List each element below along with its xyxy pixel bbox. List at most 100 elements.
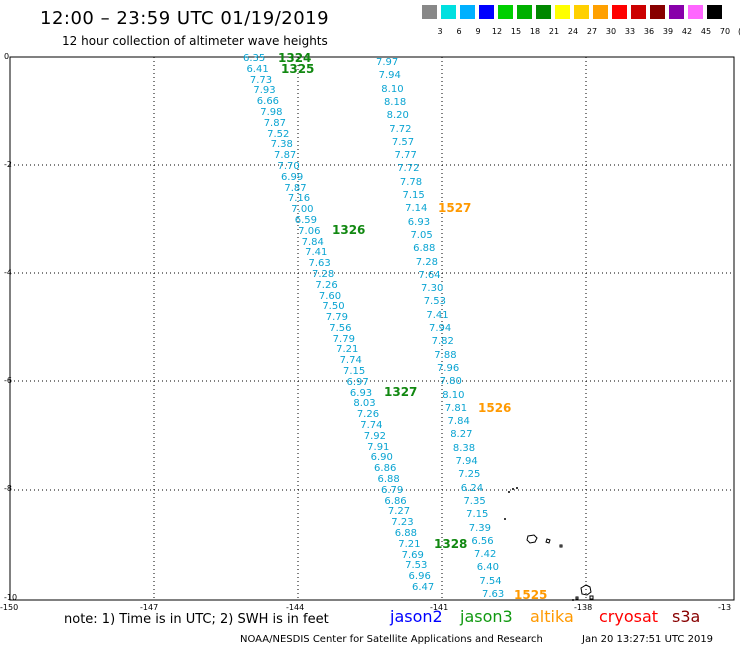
swh-value: 6.90 — [370, 452, 393, 464]
colorbar-swatch — [517, 5, 532, 19]
swh-value: 6.93 — [349, 387, 373, 399]
island-dot — [508, 491, 510, 493]
swh-value: 7.06 — [298, 225, 321, 237]
swh-value: 7.25 — [458, 469, 481, 481]
lon-tick-label: -141 — [430, 603, 449, 612]
colorbar-label: 6 — [456, 27, 462, 36]
colorbar-label: 39 — [662, 27, 674, 36]
swh-value: 7.28 — [415, 256, 439, 268]
lon-tick-label: -144 — [286, 603, 305, 612]
swh-value: 7.00 — [291, 204, 314, 216]
swh-value: 7.15 — [343, 366, 366, 378]
colorbar-label: 30 — [605, 27, 617, 36]
swh-value: 8.10 — [381, 83, 404, 95]
legend-item-jason2: jason2 — [390, 607, 443, 626]
swh-value: 7.72 — [397, 163, 420, 175]
swh-value: 7.78 — [399, 176, 423, 188]
swh-value: 6.24 — [460, 482, 484, 494]
lat-tick-label: -2 — [4, 160, 12, 169]
swh-value: 7.21 — [398, 538, 421, 550]
lat-tick-label: 0 — [4, 52, 10, 61]
swh-value: 7.80 — [439, 376, 462, 388]
lon-tick-label: -138 — [574, 603, 593, 612]
swh-value: 7.14 — [405, 203, 428, 215]
pass-number-label: 1326 — [332, 223, 366, 237]
swh-value: 6.88 — [377, 474, 400, 486]
swh-value: 8.10 — [442, 389, 465, 401]
colorbar-label: 27 — [586, 27, 598, 36]
lon-tick-label: -147 — [140, 603, 159, 612]
map-frame — [9, 56, 735, 601]
colorbar-swatch — [612, 5, 627, 19]
legend-item-altika: altika — [530, 607, 574, 626]
swh-value: 7.30 — [421, 283, 444, 295]
colorbar-label: 21 — [548, 27, 560, 36]
swh-value: 6.66 — [256, 96, 280, 108]
swh-value: 7.79 — [332, 333, 355, 345]
pass-number-label: 1324 — [278, 51, 312, 65]
swh-value: 7.91 — [367, 441, 390, 453]
swh-value: 6.86 — [374, 463, 397, 475]
colorbar-label: 33 — [624, 27, 636, 36]
footer-timestamp: Jan 20 13:27:51 UTC 2019 — [582, 634, 714, 645]
swh-value: 7.98 — [260, 106, 283, 118]
swh-value: 7.63 — [482, 589, 505, 600]
swh-value: 6.88 — [413, 243, 436, 255]
swh-value: 6.59 — [294, 214, 317, 226]
map-subtitle: 12 hour collection of altimeter wave hei… — [62, 34, 328, 48]
swh-value: 7.53 — [405, 560, 428, 572]
swh-value: 7.27 — [387, 506, 411, 518]
island-5 — [589, 595, 594, 600]
swh-value: 7.74 — [339, 355, 362, 367]
island-dot — [572, 599, 574, 601]
swh-value: 7.52 — [267, 128, 290, 140]
swh-value: 7.35 — [463, 495, 486, 507]
colorbar-swatch — [650, 5, 665, 19]
lon-tick-label: -13 — [718, 603, 732, 612]
legend-item-s3a: s3a — [672, 607, 701, 626]
swh-value: 7.41 — [305, 247, 328, 259]
swh-value: 6.47 — [412, 582, 435, 593]
island-3 — [559, 544, 563, 548]
swh-value: 6.96 — [408, 571, 431, 583]
island-1 — [526, 534, 538, 544]
swh-value: 6.99 — [280, 171, 304, 183]
footer-credit: NOAA/NESDIS Center for Satellite Applica… — [240, 634, 543, 645]
swh-value: 7.70 — [277, 160, 300, 172]
legend-item-cryosat: cryosat — [599, 607, 659, 626]
swh-value: 8.20 — [386, 110, 409, 122]
swh-value: 7.79 — [325, 312, 349, 324]
swh-value: 7.72 — [389, 123, 412, 135]
swh-value: 7.73 — [249, 74, 273, 86]
pass-number-label: 1525 — [514, 588, 548, 602]
swh-value: 7.87 — [274, 150, 297, 162]
colorbar-label: 15 — [510, 27, 522, 36]
swh-value: 7.88 — [434, 349, 457, 361]
colorbar-label: 70 — [719, 27, 731, 36]
swh-value: 8.03 — [353, 398, 376, 410]
swh-value: 6.79 — [380, 484, 404, 496]
pass-number-label: 1327 — [384, 385, 418, 399]
colorbar-label: 18 — [529, 27, 541, 36]
swh-value: 7.38 — [270, 139, 293, 151]
lon-tick-label: -150 — [0, 603, 19, 612]
swh-value: 7.81 — [444, 402, 468, 414]
units-note: note: 1) Time is in UTC; 2) SWH is in fe… — [64, 612, 329, 627]
colorbar-swatch — [631, 5, 646, 19]
lat-tick-label: -6 — [4, 376, 12, 385]
island-4 — [580, 584, 592, 596]
colorbar-label: (ft) — [734, 27, 740, 36]
swh-value: 7.92 — [363, 430, 386, 442]
swh-value: 7.97 — [376, 57, 399, 68]
pass-number-label: 1325 — [281, 62, 315, 76]
colorbar-swatch — [574, 5, 589, 19]
swh-value: 7.05 — [410, 229, 433, 241]
colorbar-swatch — [441, 5, 456, 19]
colorbar-swatch — [707, 5, 722, 19]
swh-value: 7.42 — [474, 549, 497, 561]
swh-value: 7.26 — [356, 409, 380, 421]
island-6 — [575, 596, 579, 600]
swh-value: 7.64 — [418, 269, 441, 281]
island-dot — [504, 518, 506, 520]
swh-value: 6.86 — [384, 495, 407, 507]
